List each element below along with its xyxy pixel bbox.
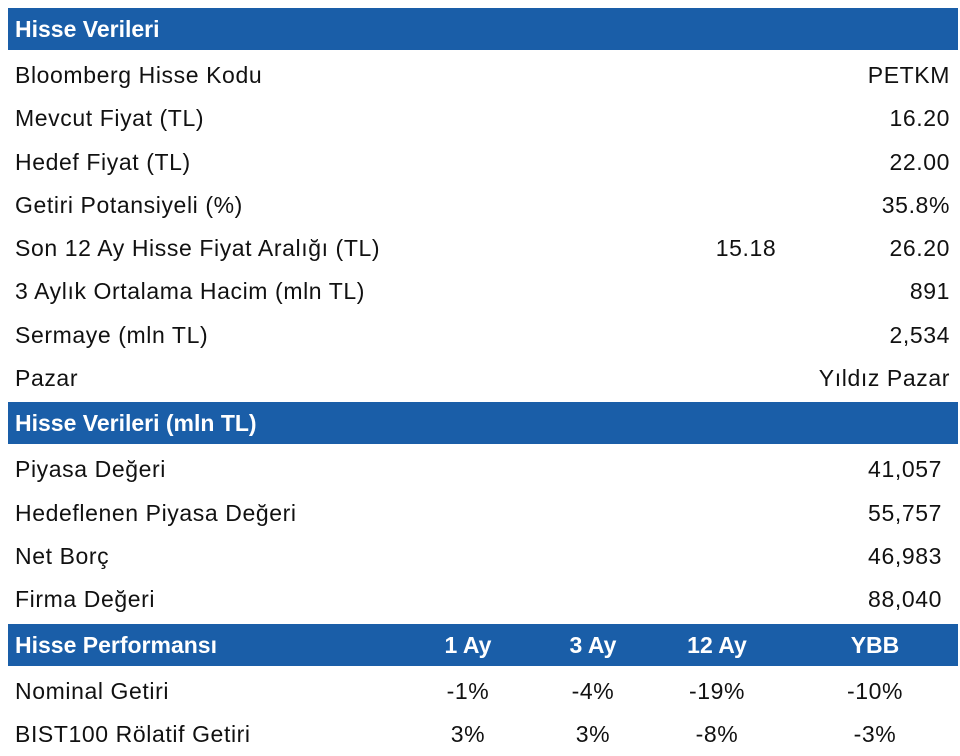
row-label: BIST100 Rölatif Getiri [15, 720, 251, 747]
perf-value: 3% [575, 720, 611, 747]
stock-data-sheet: Hisse Verileri Bloomberg Hisse Kodu PETK… [8, 8, 958, 756]
row-label: Piyasa Değeri [15, 456, 166, 483]
column-header: 3 Ay [569, 631, 617, 658]
row-value: 22.00 [889, 148, 950, 175]
table-row: Sermaye (mln TL) 2,534 [8, 314, 958, 357]
table-row: Piyasa Değeri 41,057 [8, 448, 958, 491]
row-label: Getiri Potansiyeli (%) [15, 191, 243, 218]
row-label: Hedef Fiyat (TL) [15, 148, 191, 175]
section-title: Hisse Performansı [15, 631, 217, 658]
perf-value: -1% [446, 677, 490, 704]
row-label: 3 Aylık Ortalama Hacim (mln TL) [15, 278, 366, 305]
perf-value: -19% [688, 677, 746, 704]
table-row: Pazar Yıldız Pazar [8, 357, 958, 400]
row-value: 88,040 [868, 586, 942, 613]
row-label: Firma Değeri [15, 586, 156, 613]
price-range-high: 26.20 [889, 235, 950, 262]
table-row: Mevcut Fiyat (TL) 16.20 [8, 97, 958, 140]
table-row: Nominal Getiri -1% -4% -19% -10% [8, 670, 958, 713]
perf-value: 3% [450, 720, 486, 747]
row-value: 46,983 [868, 542, 942, 569]
section-header-hisse-verileri: Hisse Verileri [8, 8, 958, 50]
row-value: Yıldız Pazar [818, 365, 950, 392]
row-label: Bloomberg Hisse Kodu [15, 62, 263, 88]
perf-value: -8% [695, 720, 739, 747]
table-row: Bloomberg Hisse Kodu PETKM [8, 54, 958, 97]
row-value: 55,757 [868, 499, 942, 526]
row-value: 891 [909, 278, 950, 305]
table-row: Son 12 Ay Hisse Fiyat Aralığı (TL) 15.18… [8, 227, 958, 270]
row-label: Pazar [15, 365, 79, 392]
perf-value: -4% [571, 677, 615, 704]
column-header: YBB [850, 631, 900, 658]
perf-value: -10% [846, 677, 904, 704]
row-value: 41,057 [868, 456, 942, 483]
table-row: Getiri Potansiyeli (%) 35.8% [8, 184, 958, 227]
table-row: Hedef Fiyat (TL) 22.00 [8, 141, 958, 184]
section-title: Hisse Verileri (mln TL) [15, 410, 257, 437]
column-header: 12 Ay [687, 631, 747, 658]
row-label: Son 12 Ay Hisse Fiyat Aralığı (TL) [15, 235, 381, 262]
section-title: Hisse Verileri [15, 16, 160, 42]
price-range-low: 15.18 [715, 235, 777, 262]
row-value: 2,534 [889, 321, 950, 348]
row-label: Net Borç [15, 542, 110, 569]
row-value: 35.8% [881, 191, 950, 218]
row-label: Nominal Getiri [15, 677, 170, 704]
row-label: Hedeflenen Piyasa Değeri [15, 499, 297, 526]
table-row: 3 Aylık Ortalama Hacim (mln TL) 891 [8, 270, 958, 313]
column-header: 1 Ay [444, 631, 492, 658]
row-value: 16.20 [889, 105, 950, 132]
table-row: Hedeflenen Piyasa Değeri 55,757 [8, 492, 958, 535]
table-row: Firma Değeri 88,040 [8, 578, 958, 621]
table-row: BIST100 Rölatif Getiri 3% 3% -8% -3% [8, 713, 958, 756]
table-row: Net Borç 46,983 [8, 535, 958, 578]
perf-value: -3% [853, 720, 897, 747]
row-label: Sermaye (mln TL) [15, 321, 209, 348]
row-label: Mevcut Fiyat (TL) [15, 105, 205, 132]
section-header-hisse-performansi: Hisse Performansı 1 Ay 3 Ay 12 Ay YBB [8, 623, 958, 666]
section-header-hisse-verileri-mln: Hisse Verileri (mln TL) [8, 402, 958, 445]
row-value: PETKM [867, 62, 950, 88]
